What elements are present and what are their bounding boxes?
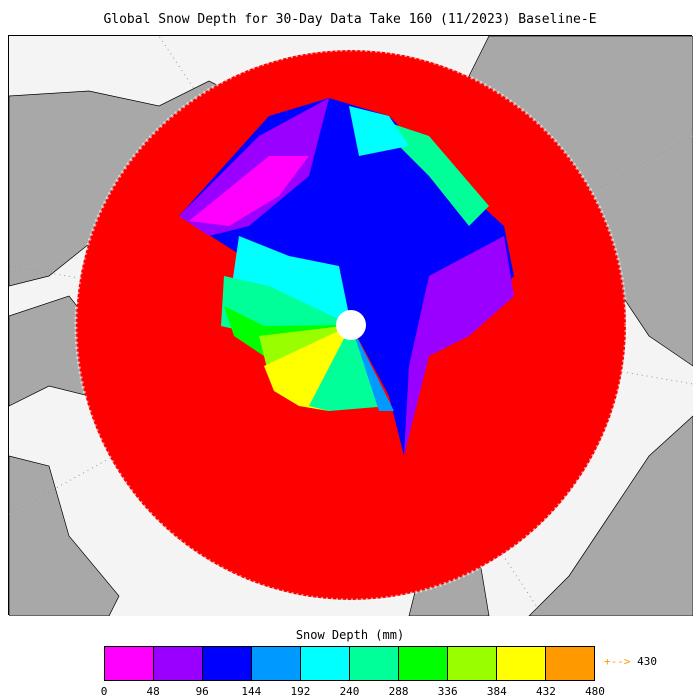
snow-depth-field <box>179 98 514 456</box>
tick-label: 192 <box>290 685 311 698</box>
tick-label: 288 <box>388 685 409 698</box>
max-value-marker: +--> 430 <box>604 655 657 668</box>
color-bin-2 <box>203 647 252 680</box>
tick-label: 432 <box>535 685 556 698</box>
color-bin-0 <box>105 647 154 680</box>
max-value: 430 <box>637 655 657 668</box>
tick-label: 336 <box>437 685 458 698</box>
color-bin-4 <box>301 647 350 680</box>
color-bin-5 <box>350 647 399 680</box>
tick-label: 0 <box>100 685 108 698</box>
tick-label: 240 <box>339 685 360 698</box>
chart-title: Global Snow Depth for 30-Day Data Take 1… <box>103 12 597 27</box>
color-bar <box>104 646 595 681</box>
legend-title: Snow Depth (mm) <box>295 628 405 642</box>
color-bin-1 <box>154 647 203 680</box>
color-bin-7 <box>448 647 497 680</box>
swath-edge <box>74 48 628 602</box>
color-bin-9 <box>546 647 594 680</box>
tick-label: 48 <box>146 685 160 698</box>
color-bin-8 <box>497 647 546 680</box>
snow-depth-map <box>8 35 694 617</box>
color-bin-3 <box>252 647 301 680</box>
tick-label: 480 <box>585 685 605 698</box>
tick-label: 384 <box>486 685 507 698</box>
tick-label: 96 <box>195 685 209 698</box>
color-bin-6 <box>399 647 448 680</box>
arrow-icon: +--> <box>604 655 631 668</box>
tick-label: 144 <box>241 685 262 698</box>
pole-hole <box>336 310 366 340</box>
